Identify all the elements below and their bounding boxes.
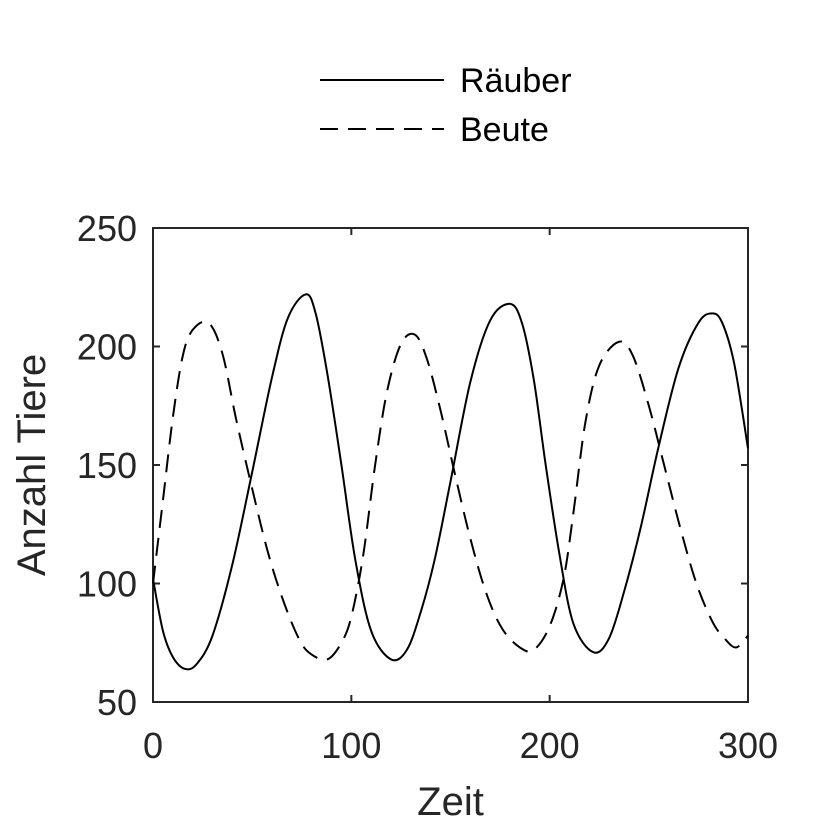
legend-label-beute: Beute xyxy=(460,111,549,149)
x-axis-label: Zeit xyxy=(417,780,484,824)
plot-frame xyxy=(152,227,749,703)
axis-ticks xyxy=(152,227,749,703)
y-tick-label: 200 xyxy=(77,327,137,368)
x-tick-label: 0 xyxy=(143,725,163,766)
y-axis-label: Anzahl Tiere xyxy=(10,354,54,576)
legend: Räuber Beute xyxy=(320,62,572,149)
y-tick-label: 100 xyxy=(77,564,137,605)
series-layer xyxy=(152,293,749,671)
axis-tick-labels: 0 100 200 300 50 100 150 200 250 xyxy=(77,208,778,766)
y-tick-label: 50 xyxy=(97,682,137,723)
series-line-raeuber xyxy=(152,293,749,671)
series-line-beute xyxy=(152,320,749,661)
y-tick-label: 150 xyxy=(77,445,137,486)
x-tick-label: 300 xyxy=(718,725,778,766)
legend-label-raeuber: Räuber xyxy=(460,62,572,100)
x-tick-label: 200 xyxy=(520,725,580,766)
y-tick-label: 250 xyxy=(77,208,137,249)
x-tick-label: 100 xyxy=(321,725,381,766)
plot-area xyxy=(152,227,749,703)
